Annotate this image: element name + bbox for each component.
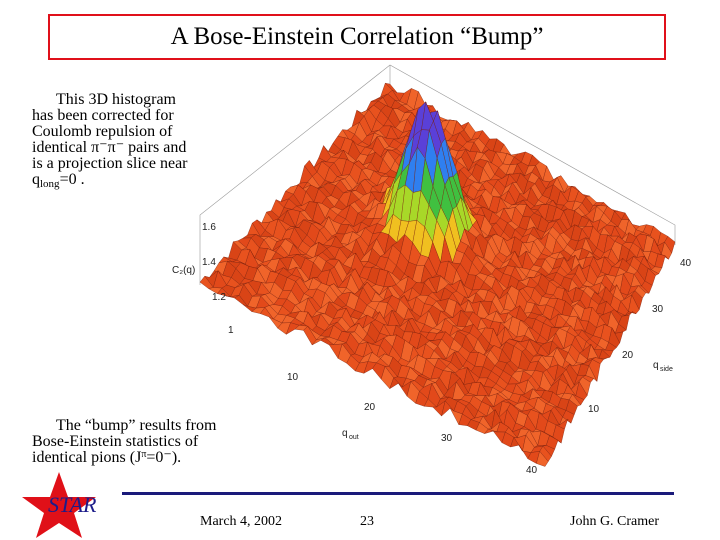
x-tick-label: 40: [526, 465, 538, 476]
para1-line2: has been corrected for: [32, 107, 174, 124]
star-shape: [22, 472, 96, 538]
para2-line1: The “bump” results from: [56, 417, 217, 434]
x-tick-label: 30: [441, 433, 453, 444]
z-axis-label: C₂(q): [172, 265, 195, 276]
para2-line3-b: =0⁻).: [146, 449, 182, 466]
x-axis-label-q: q: [342, 428, 348, 439]
footer-divider: [122, 492, 674, 495]
slide-title-box: A Bose-Einstein Correlation “Bump”: [48, 14, 666, 60]
y-axis-label-q: q: [653, 360, 659, 371]
para1-line5: is a projection slice near: [32, 155, 188, 172]
y-tick-label: 20: [622, 350, 634, 361]
y-tick-label: 30: [652, 304, 664, 315]
y-axis-label-sub: side: [660, 366, 673, 373]
footer-date: March 4, 2002: [200, 514, 283, 529]
para2-line3-a: identical pions (J: [32, 449, 142, 466]
surface-cell: [536, 450, 549, 467]
slide-title: A Bose-Einstein Correlation “Bump”: [170, 23, 544, 50]
x-axis-label-sub: out: [349, 434, 359, 441]
description-paragraph: This 3D histogram has been corrected for…: [32, 91, 292, 191]
surface: [199, 82, 676, 467]
z-tick-label: 1.6: [202, 222, 216, 233]
para2-line2: Bose-Einstein statistics of: [32, 433, 199, 450]
z-tick-label: 1.2: [212, 292, 226, 303]
footer-author: John G. Cramer: [570, 514, 660, 529]
x-tick-label: 20: [364, 402, 376, 413]
para1-line3: Coulomb repulsion of: [32, 123, 173, 140]
y-tick-label: 10: [588, 404, 600, 415]
z-tick-label: 1.4: [202, 257, 216, 268]
star-logo-text: STAR: [48, 492, 97, 517]
star-logo-icon: [22, 472, 96, 538]
para1-line6-sub: long: [40, 178, 60, 190]
footer-page-number: 23: [360, 514, 374, 529]
x-tick-label: 10: [287, 372, 299, 383]
explanation-paragraph: The “bump” results from Bose-Einstein st…: [32, 418, 332, 468]
para1-line1: This 3D histogram: [56, 91, 176, 108]
para2-line3-sup: π: [141, 449, 147, 460]
z-tick-label: 1: [228, 325, 234, 336]
y-tick-label: 40: [680, 258, 692, 269]
para1-line6-rest: =0 .: [59, 171, 85, 188]
para1-line6-q: q: [32, 171, 40, 188]
para1-line4: identical π⁻π⁻ pairs and: [32, 139, 187, 156]
